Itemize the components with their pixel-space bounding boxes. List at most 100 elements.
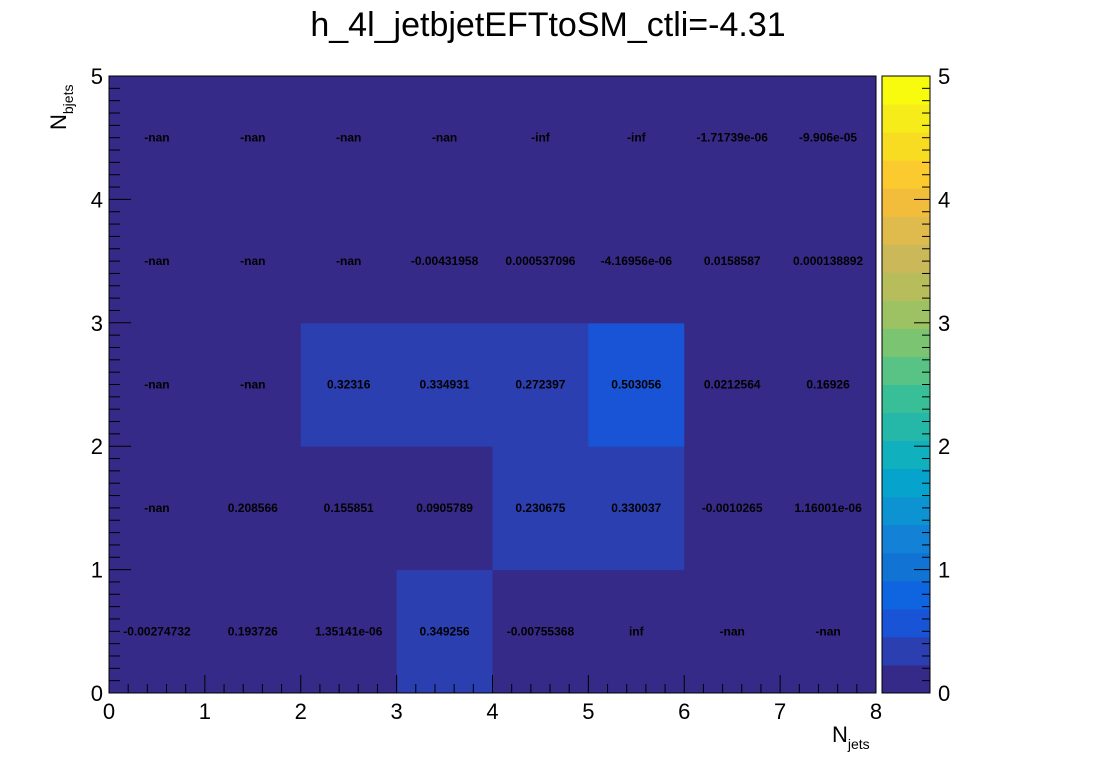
cell-value-label: -nan [240,131,265,145]
x-axis: 0 1 2 3 4 5 6 7 8 [103,675,882,724]
heatmap-cell [588,569,685,694]
heatmap-cell [300,322,398,447]
heatmap-cell [109,199,206,324]
heatmap-cell [204,199,302,324]
heatmap-cell [300,569,398,694]
heatmap-cell [492,569,589,694]
x-tick-label: 0 [103,699,115,724]
y-axis-title-sub: bjets [60,85,76,115]
x-tick-label: 3 [391,699,403,724]
y-tick-label: 0 [91,681,103,706]
cell-value-label: -0.0010265 [702,501,763,515]
cell-value-label: 0.000138892 [793,254,863,268]
cell-value-label: -nan [240,254,265,268]
cell-value-label: inf [629,624,645,638]
heatmap-cells [109,76,877,694]
heatmap-cell [204,76,302,200]
cell-value-label: -nan [144,131,169,145]
heatmap-cell [396,569,493,694]
heatmap-cell [492,322,589,447]
cell-value-label: 0.503056 [611,378,661,392]
palette-swatch [882,608,930,638]
cell-value-label: 0.32316 [327,378,371,392]
heatmap-cell [684,446,781,571]
x-tick-label: 8 [870,699,882,724]
heatmap-cell [588,446,685,571]
heatmap-cell [109,322,206,447]
palette-swatch [882,328,930,357]
palette-swatch [882,104,930,133]
z-tick-label: 0 [938,681,950,706]
cell-value-label: -nan [144,254,169,268]
cell-value-label: 0.272397 [515,378,565,392]
cell-value-label: 0.000537096 [505,254,575,268]
heatmap-cell [780,322,877,447]
cell-value-label: 0.208566 [228,501,278,515]
palette-swatch [882,384,930,414]
palette-swatch [882,76,930,105]
palette-swatch [882,356,930,385]
y-axis-title-main: N [46,114,71,130]
heatmap-cell [109,569,206,694]
x-tick-label: 2 [295,699,307,724]
x-tick-label: 4 [486,699,498,724]
heatmap-cell [396,199,493,324]
palette-swatch [882,216,930,245]
cell-value-label: -nan [144,501,169,515]
cell-value-label: -nan [432,131,457,145]
cell-value-label: 0.349256 [420,624,470,638]
y-tick-label: 5 [91,64,103,89]
heatmap-cell [300,446,398,571]
heatmap-cell [492,446,589,571]
cell-value-label: -inf [627,131,647,145]
palette-swatch [882,440,930,470]
heatmap-cell [396,322,493,447]
heatmap-cell [780,446,877,571]
cell-value-label: -9.906e-05 [799,131,857,145]
palette-swatch [882,188,930,217]
palette-swatch [882,132,930,161]
heatmap-cell [204,569,302,694]
cell-value-label: 0.193726 [228,624,278,638]
palette-swatch [882,664,930,694]
palette-swatch [882,636,930,666]
color-palette: 0 1 2 3 4 5 [881,64,950,706]
cell-value-label: -nan [815,624,840,638]
cell-value-label: -0.00431958 [411,254,479,268]
heatmap-cell [684,199,781,324]
cell-value-label: 0.334931 [420,378,470,392]
cell-value-label: 1.16001e-06 [794,501,862,515]
heatmap-cell [684,322,781,447]
heatmap-cell [300,199,398,324]
palette-swatch [882,272,930,301]
x-axis-title-sub: jets [847,736,870,752]
cell-value-label: -nan [240,378,265,392]
y-axis-title: Nbjets [46,85,76,130]
heatmap-cell [492,199,589,324]
heatmap-cell [396,76,493,200]
heatmap-cell [109,76,206,200]
heatmap-cell [588,76,685,200]
heatmap-cell [204,446,302,571]
cell-value-label: -nan [336,131,361,145]
heatmap-cell [109,446,206,571]
y-tick-label: 1 [91,558,103,583]
cell-value-label: -inf [531,131,551,145]
cell-value-label: -1.71739e-06 [696,131,768,145]
heatmap-cell [780,76,877,200]
z-tick-label: 1 [938,558,950,583]
x-axis-title: Njets [832,722,870,752]
palette-swatch [882,496,930,526]
palette-swatch [882,412,930,442]
cell-value-label: 0.155851 [324,501,374,515]
y-tick-label: 2 [91,434,103,459]
cell-value-label: -nan [336,254,361,268]
cell-value-label: 0.330037 [611,501,661,515]
cell-value-label: -4.16956e-06 [601,254,673,268]
cell-value-label: 0.230675 [515,501,565,515]
cell-value-label: -0.00274732 [123,624,191,638]
y-axis: 0 1 2 3 4 5 [91,64,131,706]
heatmap-cell [684,569,781,694]
x-tick-label: 6 [678,699,690,724]
